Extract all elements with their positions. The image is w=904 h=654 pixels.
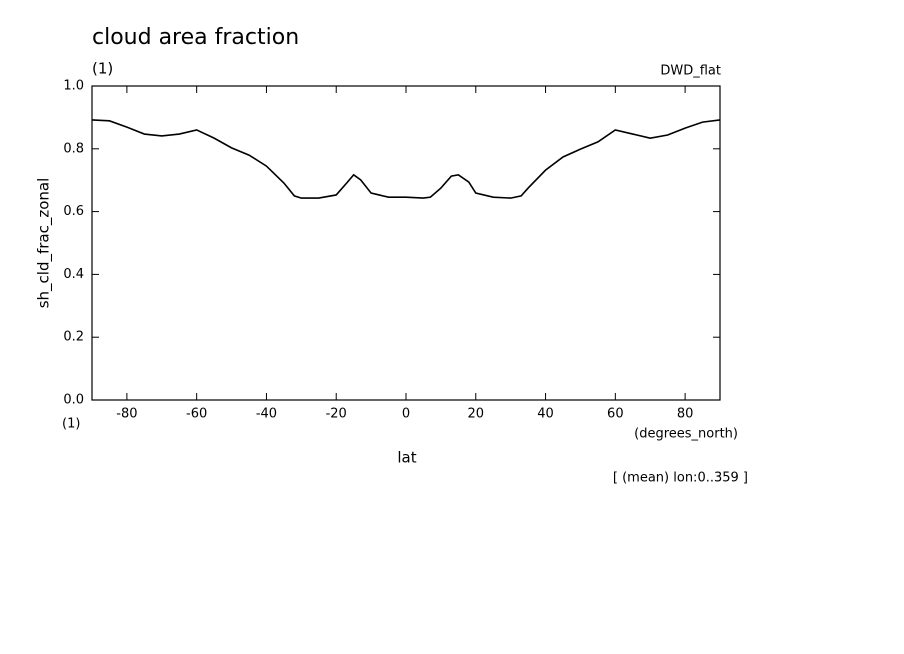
x-units-label-left: (1) [62,417,80,432]
x-units: (degrees_north) [634,427,738,442]
x-tick-label: -20 [326,407,347,422]
data-line [91,119,721,199]
y-tick-label: 1.0 [63,79,84,94]
x-tick-label: 80 [677,407,694,422]
x-tick-label: 20 [468,407,485,422]
chart-title: cloud area fraction [92,25,299,50]
x-tick-label: 40 [537,407,554,422]
y-tick-label: 0.0 [63,393,84,408]
dataset-label: DWD_flat [660,64,721,79]
x-axis-label: lat [397,449,416,467]
y-tick-label: 0.4 [63,267,84,282]
x-tick-label: 0 [402,407,410,422]
x-tick-label: -80 [116,407,137,422]
y-tick-label: 0.8 [63,141,84,156]
y-axis-label: sh_cld_frac_zonal [35,178,54,309]
x-tick-label: -40 [256,407,277,422]
x-tick-label: -60 [186,407,207,422]
note: [ (mean) lon:0..359 ] [613,471,748,486]
x-tick-label: 60 [607,407,624,422]
y-tick-label: 0.6 [63,204,84,219]
units-label: (1) [92,60,113,78]
y-tick-label: 0.2 [63,330,84,345]
